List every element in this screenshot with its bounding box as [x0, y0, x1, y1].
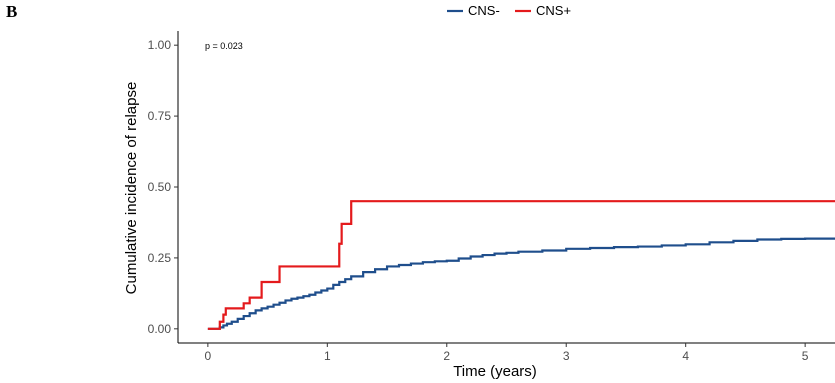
x-tick-label: 1: [324, 349, 331, 363]
x-tick-label: 4: [682, 349, 689, 363]
legend: CNS- CNS+: [447, 3, 571, 18]
series-line-cns-: [207, 237, 835, 330]
y-tick-label: 0.75: [148, 109, 172, 123]
x-tick-label: 5: [802, 349, 809, 363]
legend-label: CNS-: [468, 3, 500, 18]
y-axis-title: Cumulative incidence of relapse: [123, 82, 140, 295]
y-tick-label: 0.00: [148, 322, 172, 336]
legend-label: CNS+: [536, 3, 571, 18]
panel-label: B: [6, 2, 18, 21]
axes: 0.00 0.25 0.50 0.75 1.00 0 1 2 3 4 5: [148, 31, 835, 363]
series-line-cns-: [207, 200, 835, 330]
x-axis-title: Time (years): [453, 363, 537, 380]
x-tick-label: 3: [563, 349, 570, 363]
x-tick-label: 2: [443, 349, 450, 363]
x-tick-label: 0: [205, 349, 212, 363]
plot-lines: [207, 200, 835, 330]
y-tick-label: 0.25: [148, 251, 172, 265]
y-tick-label: 1.00: [148, 38, 172, 52]
y-tick-label: 0.50: [148, 180, 172, 194]
p-value-annotation: p = 0.023: [205, 41, 243, 51]
